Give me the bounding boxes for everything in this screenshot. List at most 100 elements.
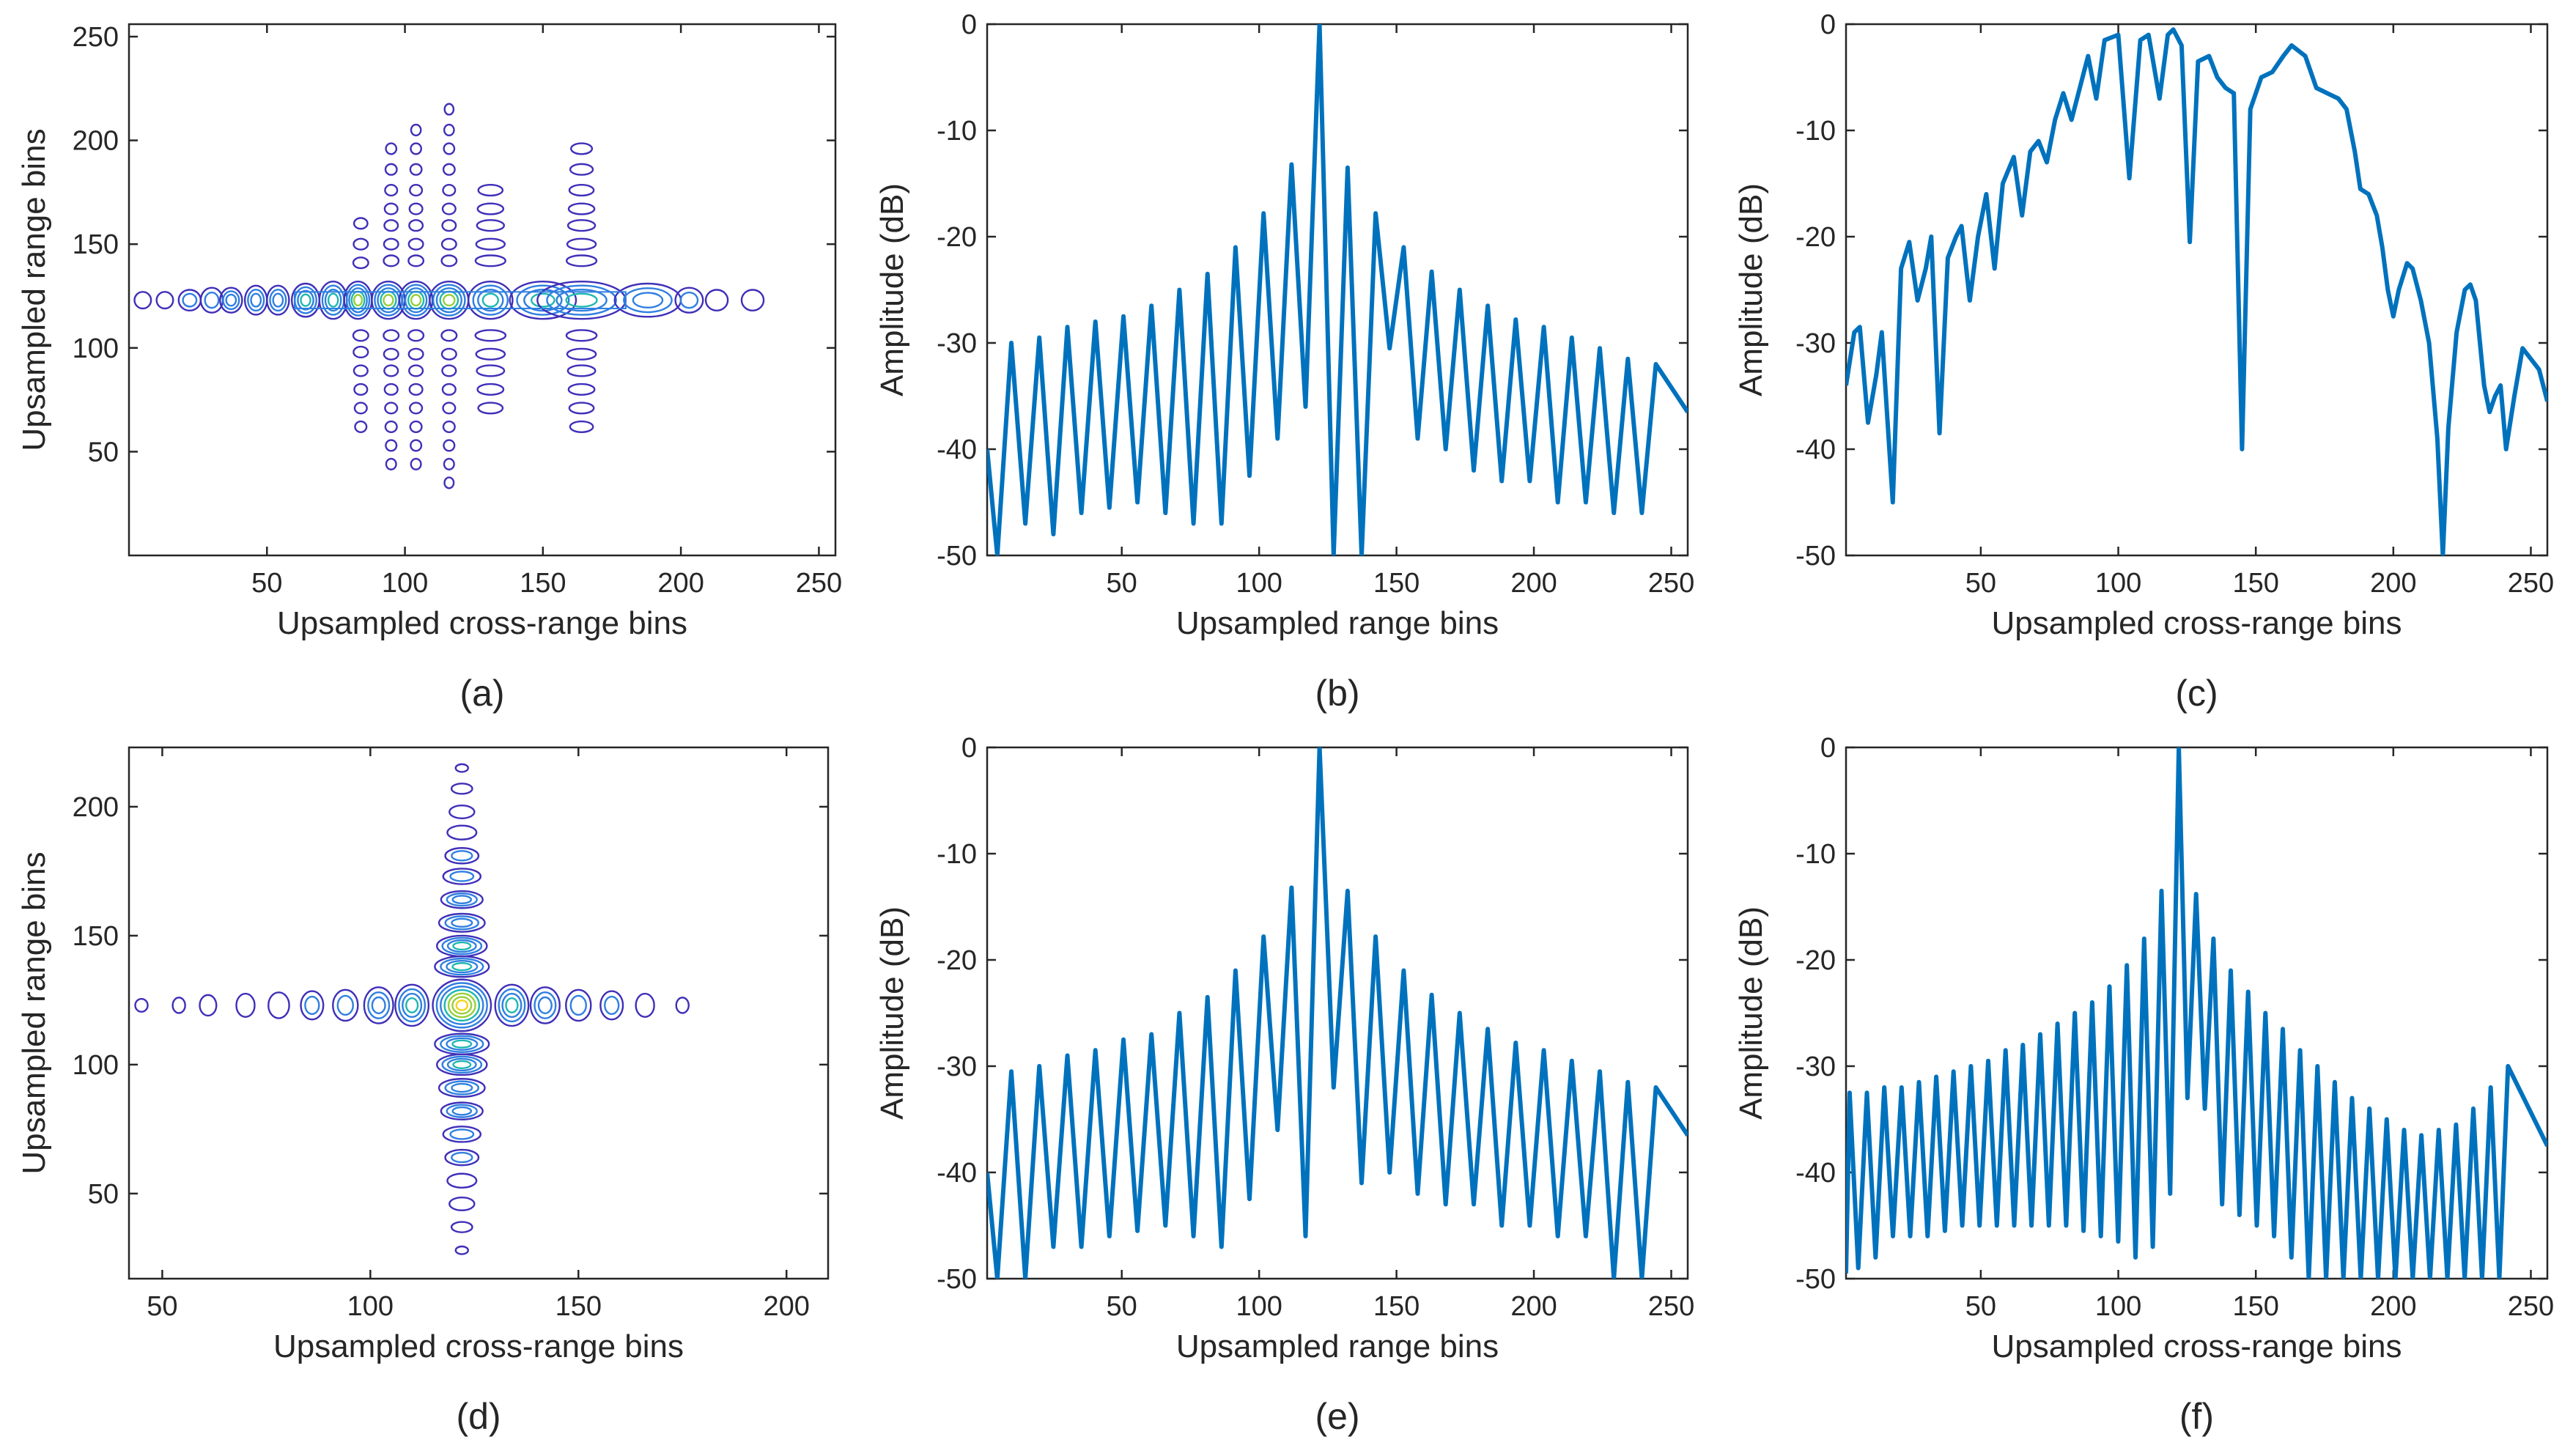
contour-ring: [537, 996, 553, 1015]
contour-ring: [436, 1053, 488, 1076]
contour-ring: [134, 997, 149, 1013]
contour-ring: [441, 219, 457, 232]
contour-ring: [446, 1037, 479, 1051]
y-tick-label: -40: [1795, 435, 1836, 465]
x-tick-label: 100: [347, 1291, 394, 1322]
contour-ring: [449, 871, 475, 882]
contour-ring: [352, 329, 369, 342]
x-tick-label: 200: [2370, 1291, 2416, 1322]
contour-ring: [529, 986, 561, 1024]
panel-e: 50 100 150 200 250 0 -10 -20 -30 -40 -50 Upsampled …: [874, 733, 1694, 1437]
x-tick-label: 100: [1236, 568, 1282, 599]
contour-ring: [384, 420, 398, 433]
panel-f: 50 100 150 200 250 0 -10 -20 -30 -40 -50 Upsampled …: [1733, 733, 2554, 1437]
y-tick-label: 200: [73, 126, 119, 157]
contour-ring: [443, 457, 455, 470]
y-tick-label: -10: [1795, 839, 1836, 870]
contour-ring: [443, 103, 455, 116]
contour-ring: [269, 289, 287, 312]
y-tick-label: 250: [73, 22, 119, 53]
contour-ring: [568, 402, 595, 415]
y-tick-label: -30: [1795, 1052, 1836, 1082]
contour-ring: [435, 287, 462, 314]
contour-ring: [442, 868, 482, 885]
contour-ring: [570, 142, 594, 155]
contour-ring: [455, 999, 469, 1011]
panel-caption: (e): [1315, 1396, 1359, 1437]
contour-ring: [477, 402, 504, 415]
y-tick-label: -40: [937, 435, 977, 465]
x-axis-label: Upsampled range bins: [1176, 605, 1499, 641]
x-tick-label: 150: [520, 568, 566, 599]
y-tick-label: 100: [73, 1050, 119, 1081]
contour-ring: [569, 163, 594, 176]
contour-ring: [408, 383, 424, 396]
y-tick-label: -40: [1795, 1158, 1836, 1189]
contour-ring: [440, 347, 457, 361]
contour-ring: [530, 292, 555, 308]
contour-ring: [155, 291, 174, 310]
x-tick-label: 150: [555, 1291, 602, 1322]
contour-ring: [409, 183, 424, 197]
contour-ring: [498, 988, 526, 1023]
contour-ring: [442, 1126, 482, 1143]
contour-ring: [363, 986, 394, 1024]
contour-ring: [440, 890, 484, 909]
contour-ring: [300, 990, 325, 1021]
contour-ring: [435, 982, 488, 1029]
contour-ring: [451, 1039, 473, 1049]
contour-ring: [446, 893, 478, 907]
contour-ring: [623, 287, 673, 314]
contour-ring: [565, 329, 598, 342]
panel-caption: (d): [456, 1396, 501, 1437]
contour-ring: [474, 254, 506, 267]
y-axis-label: Upsampled range bins: [16, 128, 52, 451]
panel-a: 50 100 150 200 250 50 100 150 200 250 Upsampled cr…: [16, 22, 842, 714]
x-tick-label: 150: [1373, 1291, 1420, 1322]
contour-ring: [635, 992, 655, 1018]
x-tick-label: 200: [764, 1291, 810, 1322]
contour-ring: [383, 237, 399, 251]
panel-caption: (b): [1315, 673, 1359, 714]
x-tick-label: 50: [1107, 568, 1137, 599]
contour-ring: [443, 294, 456, 307]
contour-ring: [477, 183, 504, 197]
contour-ring: [409, 163, 423, 176]
x-tick-label: 150: [2232, 568, 2278, 599]
contour-ring: [450, 783, 473, 795]
contour-ring: [451, 917, 473, 928]
contour-ring: [385, 142, 398, 155]
contour-ring: [446, 1057, 477, 1072]
x-tick-label: 50: [1107, 1291, 1137, 1322]
contour-ring: [385, 439, 398, 452]
contour-ring: [444, 915, 480, 931]
plot-frame: [1845, 23, 2549, 557]
contour-ring: [632, 292, 664, 308]
contour-ring: [352, 294, 363, 307]
panel-caption: (a): [459, 673, 504, 714]
contour-ring: [354, 420, 368, 433]
contour-ring: [336, 994, 354, 1016]
contour-ring: [442, 420, 456, 433]
y-tick-label: 0: [961, 10, 977, 40]
contour-ring: [442, 163, 456, 176]
contour-ring: [352, 217, 369, 230]
contour-ring: [443, 988, 481, 1022]
x-tick-label: 250: [1648, 568, 1694, 599]
plot-frame: [1845, 746, 2549, 1280]
plot-area: [987, 24, 1688, 555]
contour-ring: [267, 991, 290, 1019]
x-tick-label: 250: [2508, 1291, 2554, 1322]
x-axis-label: Upsampled cross-range bins: [277, 605, 687, 641]
contour-ring: [604, 995, 620, 1016]
contour-ring: [367, 991, 391, 1019]
contour-ring: [565, 292, 598, 308]
contour-ring: [247, 289, 265, 312]
contour-ring: [384, 402, 399, 415]
plot-frame: [986, 23, 1689, 557]
contour-ring: [352, 345, 369, 359]
contour-ring: [474, 329, 507, 342]
x-tick-label: 200: [2370, 568, 2416, 599]
contour-ring: [440, 1035, 484, 1053]
